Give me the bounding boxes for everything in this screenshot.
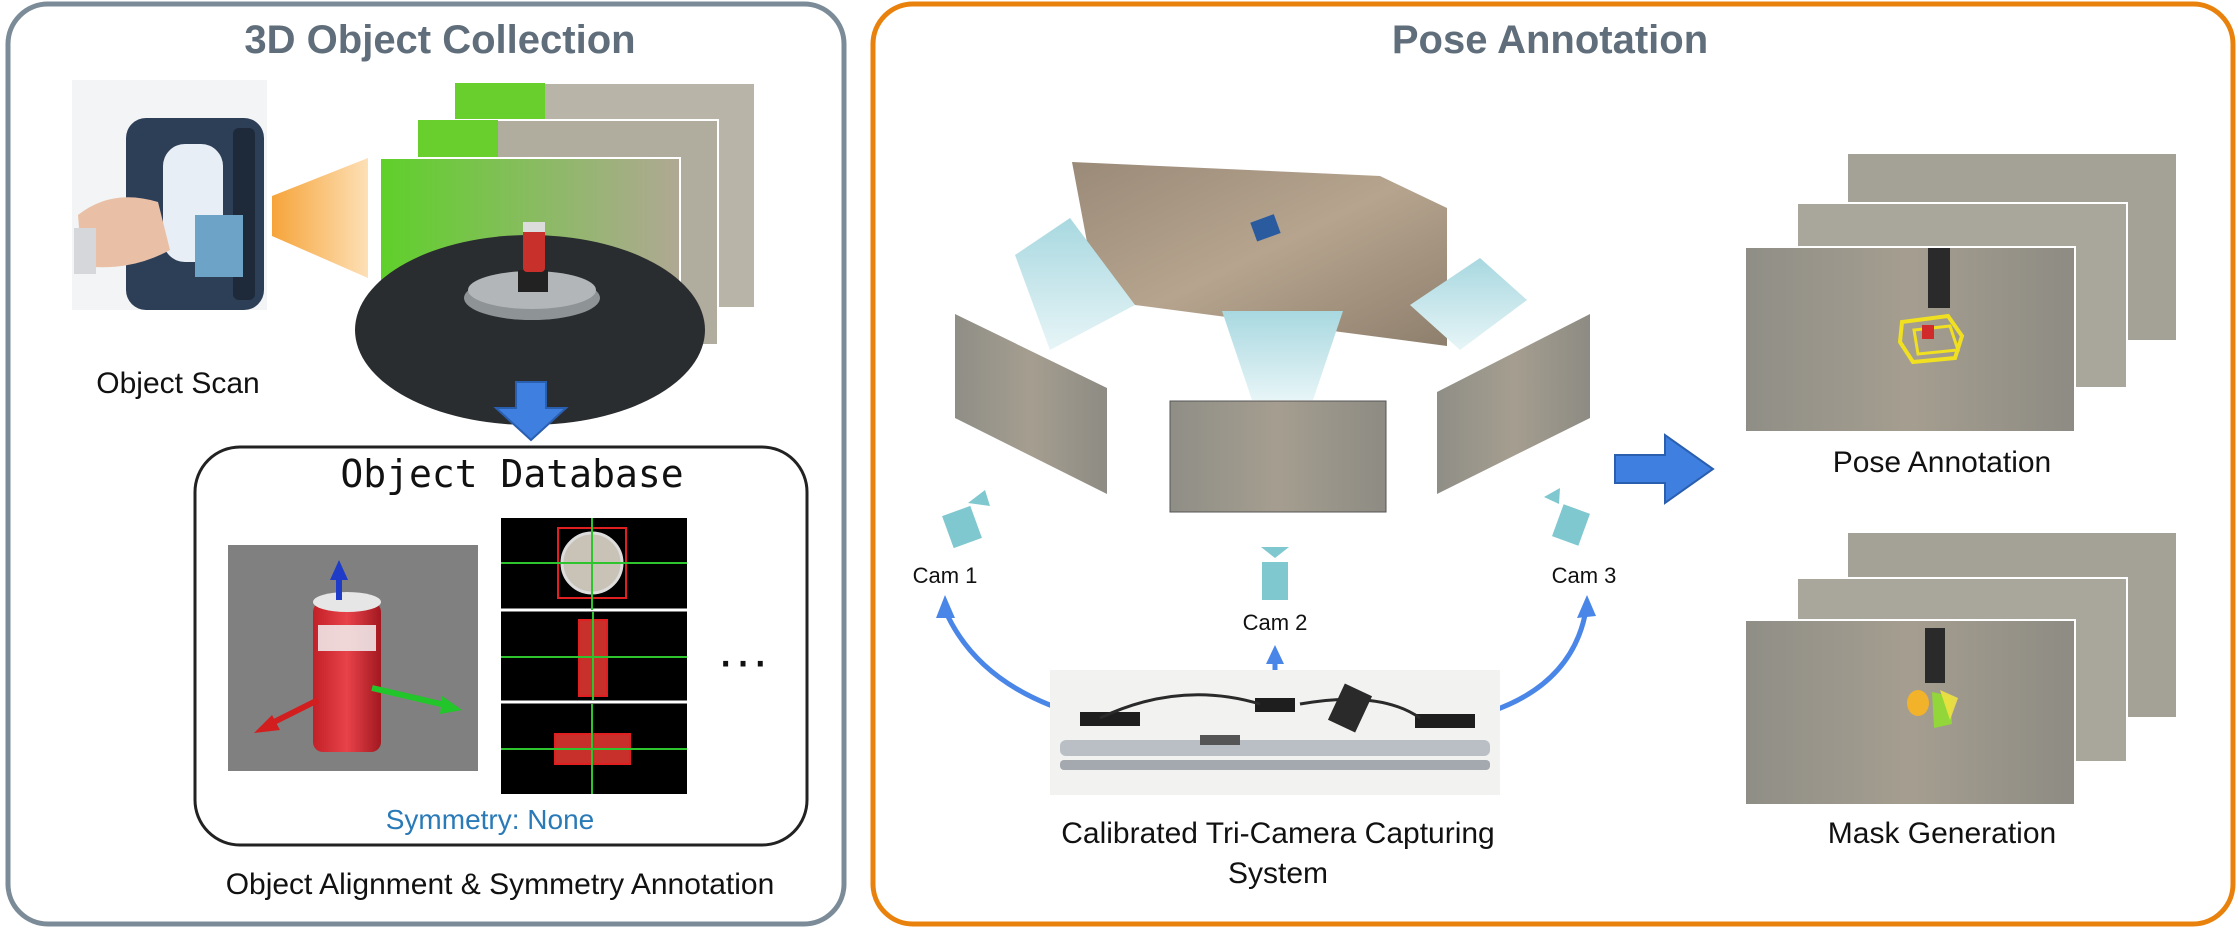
right-panel-title: Pose Annotation (1392, 18, 1708, 62)
cam1-label: Cam 1 (913, 563, 978, 588)
alignment-label: Object Alignment & Symmetry Annotation (226, 868, 775, 901)
system-label-line1: Calibrated Tri-Camera Capturing (1061, 817, 1495, 850)
view-cam2 (1169, 400, 1387, 513)
frustum-cam2 (1222, 311, 1343, 400)
mask-generation-label: Mask Generation (1828, 817, 2056, 850)
frustum-cam3 (1410, 258, 1527, 350)
scanner-device-icon (72, 80, 267, 310)
tri-camera-rig-photo (1050, 670, 1500, 795)
camera-icon-3 (1544, 488, 1590, 546)
cam3-label: Cam 3 (1552, 563, 1617, 588)
marker-tag (1250, 214, 1281, 242)
system-label-line2: System (1228, 857, 1328, 890)
more-views-ellipsis: ··· (717, 632, 769, 690)
scan-beam-shape (272, 158, 368, 278)
camera-icon-1 (942, 490, 990, 549)
aligned-object-render (228, 545, 478, 771)
object-database-title: Object Database (340, 452, 683, 496)
reconstructed-scene (1072, 162, 1447, 346)
frustum-cam1 (1015, 218, 1135, 350)
right-arrow (1614, 433, 1715, 505)
cam2-label: Cam 2 (1243, 610, 1308, 635)
orthographic-views (501, 518, 687, 794)
symmetry-label: Symmetry: None (386, 804, 595, 835)
object-scan-label: Object Scan (96, 367, 259, 400)
view-cam1 (955, 314, 1107, 494)
view-cam3 (1437, 314, 1590, 494)
mask-generation-stack (1744, 531, 2178, 806)
pose-annotation-label: Pose Annotation (1833, 446, 2052, 479)
left-panel-title: 3D Object Collection (244, 18, 635, 62)
camera-icon-2 (1261, 547, 1289, 600)
down-arrow (493, 381, 569, 442)
scan-photo-stack (355, 82, 756, 425)
pose-annotation-stack (1744, 152, 2178, 433)
